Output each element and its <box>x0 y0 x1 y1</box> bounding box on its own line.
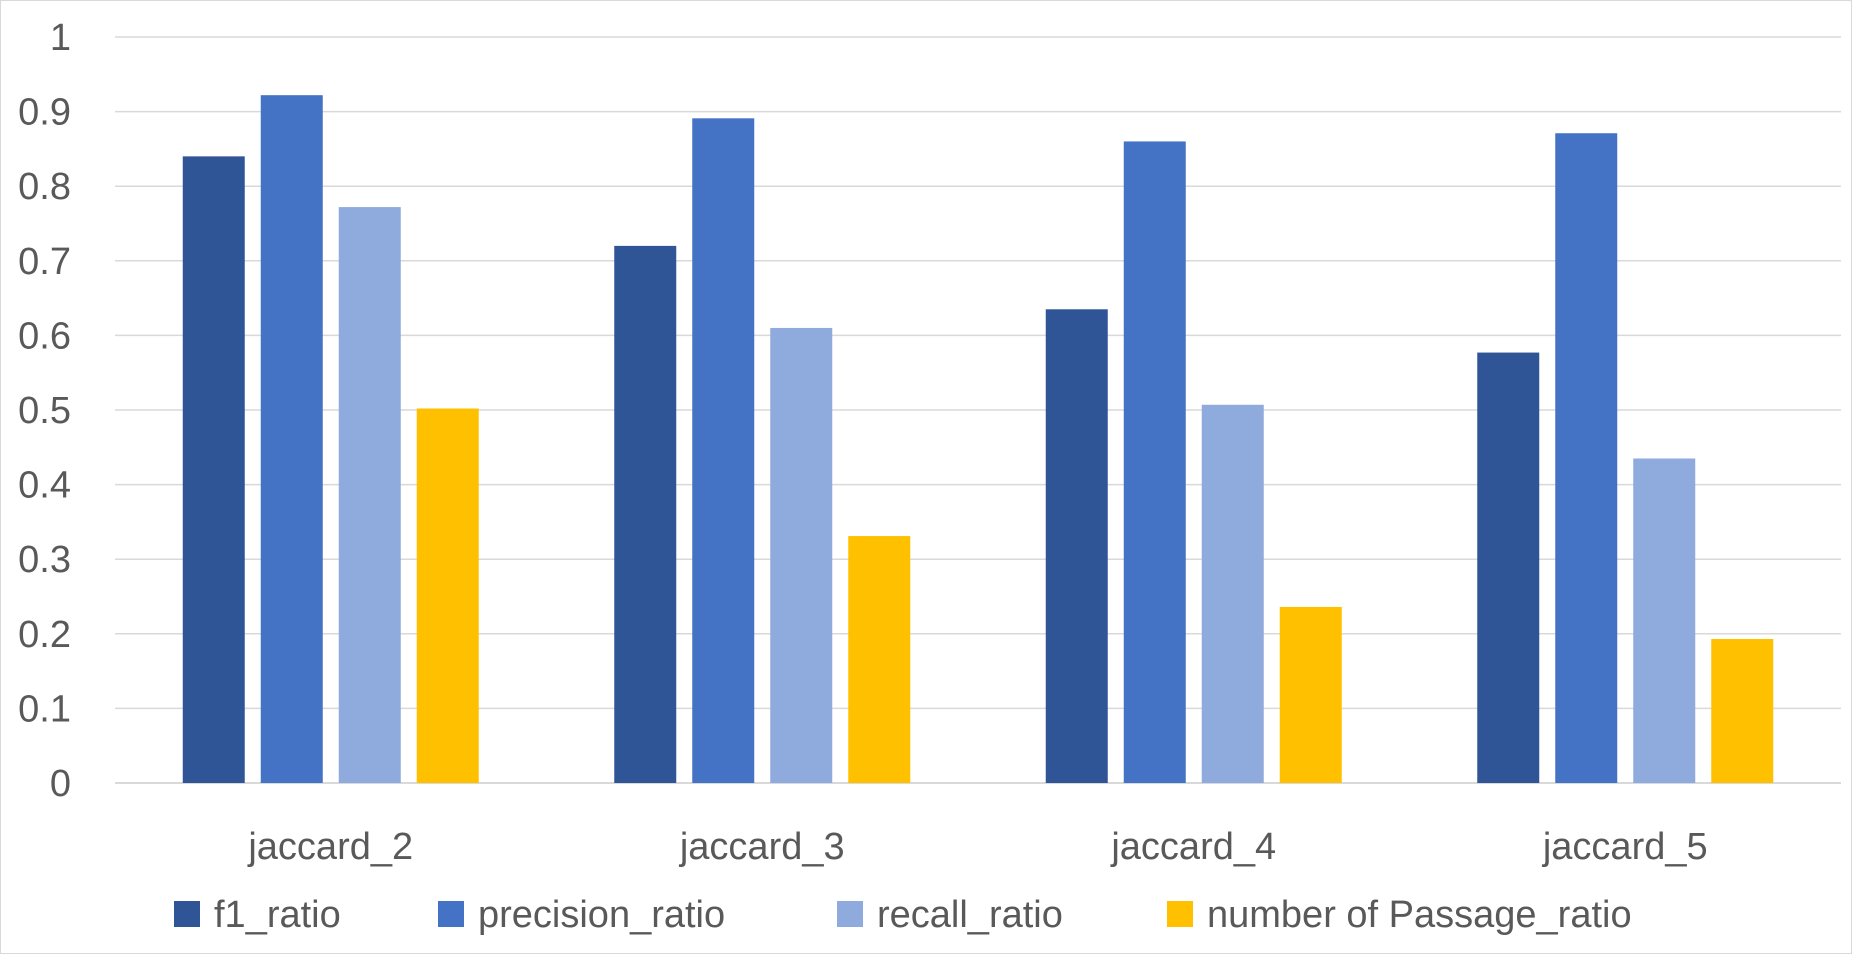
legend: f1_ratio precision_ratio recall_ratio numbe… <box>174 894 1632 936</box>
legend-swatch-number-of-passage_ratio <box>1167 901 1193 927</box>
bar-number-of-passage_ratio-jaccard_3 <box>848 536 911 783</box>
y-tick-label: 0.9 <box>18 92 71 134</box>
bar-number-of-passage_ratio-jaccard_4 <box>1279 606 1342 783</box>
legend-swatch-f1_ratio <box>174 901 200 927</box>
x-category-label: jaccard_2 <box>247 826 413 868</box>
bars <box>182 95 1774 784</box>
y-axis-tick-labels: 0 0.1 0.2 0.3 0.4 0.5 0.6 0.7 0.8 0.9 1 <box>18 17 71 805</box>
bar-f1_ratio-jaccard_2 <box>182 156 245 784</box>
bar-recall_ratio-jaccard_2 <box>338 207 401 783</box>
bar-f1_ratio-jaccard_3 <box>614 245 677 783</box>
bar-precision_ratio-jaccard_2 <box>260 95 323 784</box>
bar-precision_ratio-jaccard_3 <box>692 118 755 783</box>
y-tick-label: 0.7 <box>18 241 71 283</box>
y-tick-label: 1 <box>50 17 71 59</box>
y-tick-label: 0.8 <box>18 166 71 208</box>
legend-label: precision_ratio <box>478 894 725 936</box>
y-tick-label: 0.6 <box>18 315 71 357</box>
x-category-label: jaccard_5 <box>1542 826 1708 868</box>
bar-f1_ratio-jaccard_4 <box>1045 309 1108 783</box>
legend-swatch-recall_ratio <box>837 901 863 927</box>
bar-recall_ratio-jaccard_3 <box>770 327 833 783</box>
legend-swatch-precision_ratio <box>438 901 464 927</box>
y-tick-label: 0.4 <box>18 465 71 507</box>
bar-f1_ratio-jaccard_5 <box>1477 352 1540 783</box>
x-category-label: jaccard_3 <box>679 826 845 868</box>
legend-label: number of Passage_ratio <box>1207 894 1632 936</box>
x-axis-category-labels: jaccard_2 jaccard_3 jaccard_4 jaccard_5 <box>247 826 1707 868</box>
bar-recall_ratio-jaccard_4 <box>1201 404 1264 783</box>
y-tick-label: 0 <box>50 763 71 805</box>
y-tick-label: 0.2 <box>18 614 71 656</box>
y-tick-label: 0.3 <box>18 539 71 581</box>
x-category-label: jaccard_4 <box>1110 826 1276 868</box>
bar-recall_ratio-jaccard_5 <box>1633 458 1696 783</box>
legend-label: recall_ratio <box>877 894 1063 936</box>
bar-number-of-passage_ratio-jaccard_5 <box>1711 639 1774 783</box>
y-tick-label: 0.5 <box>18 390 71 432</box>
bar-precision_ratio-jaccard_5 <box>1555 133 1618 783</box>
y-tick-label: 0.1 <box>18 688 71 730</box>
bar-precision_ratio-jaccard_4 <box>1123 141 1186 783</box>
bar-number-of-passage_ratio-jaccard_2 <box>416 408 479 783</box>
legend-label: f1_ratio <box>214 894 341 936</box>
gridlines <box>115 36 1841 784</box>
